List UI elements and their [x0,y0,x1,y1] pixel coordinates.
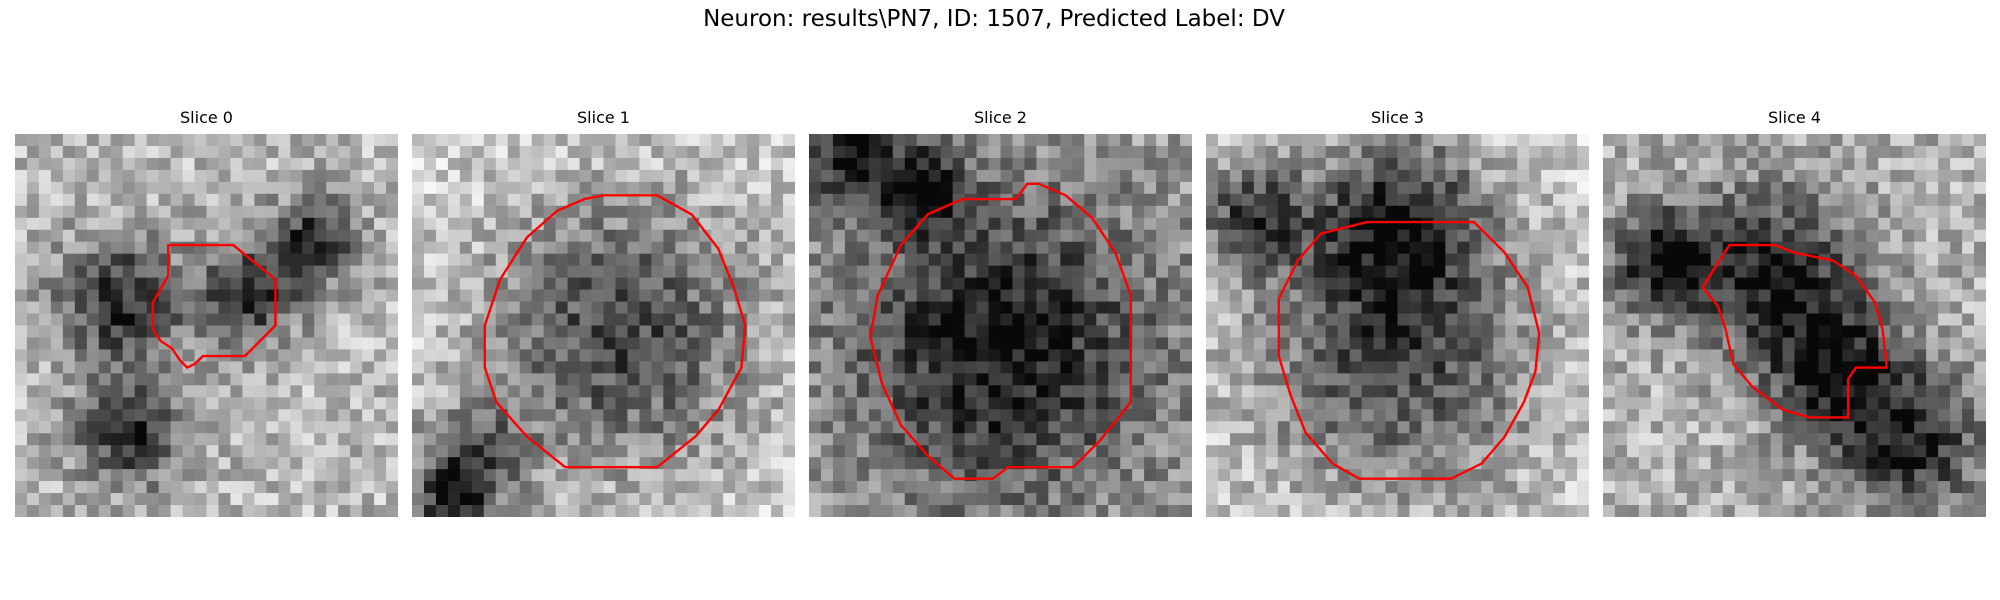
slice-image-3 [1206,134,1589,517]
slice-title: Slice 3 [1206,107,1589,129]
slice-panel-1: Slice 1 [412,107,795,517]
slice-pixels [1206,134,1589,517]
slice-pixels [1603,134,1986,517]
slice-image-2 [809,134,1192,517]
slice-image-0 [15,134,398,517]
slice-pixels [15,134,398,517]
slice-title: Slice 4 [1603,107,1986,129]
slice-image-4 [1603,134,1986,517]
slice-title: Slice 2 [809,107,1192,129]
slice-pixels [412,134,795,517]
slice-panel-3: Slice 3 [1206,107,1589,517]
slice-title: Slice 1 [412,107,795,129]
figure-title: Neuron: results\PN7, ID: 1507, Predicted… [0,6,1988,32]
slice-image-1 [412,134,795,517]
slice-pixels [809,134,1192,517]
slice-panel-0: Slice 0 [15,107,398,517]
slice-panel-2: Slice 2 [809,107,1192,517]
slice-panel-4: Slice 4 [1603,107,1986,517]
slice-title: Slice 0 [15,107,398,129]
